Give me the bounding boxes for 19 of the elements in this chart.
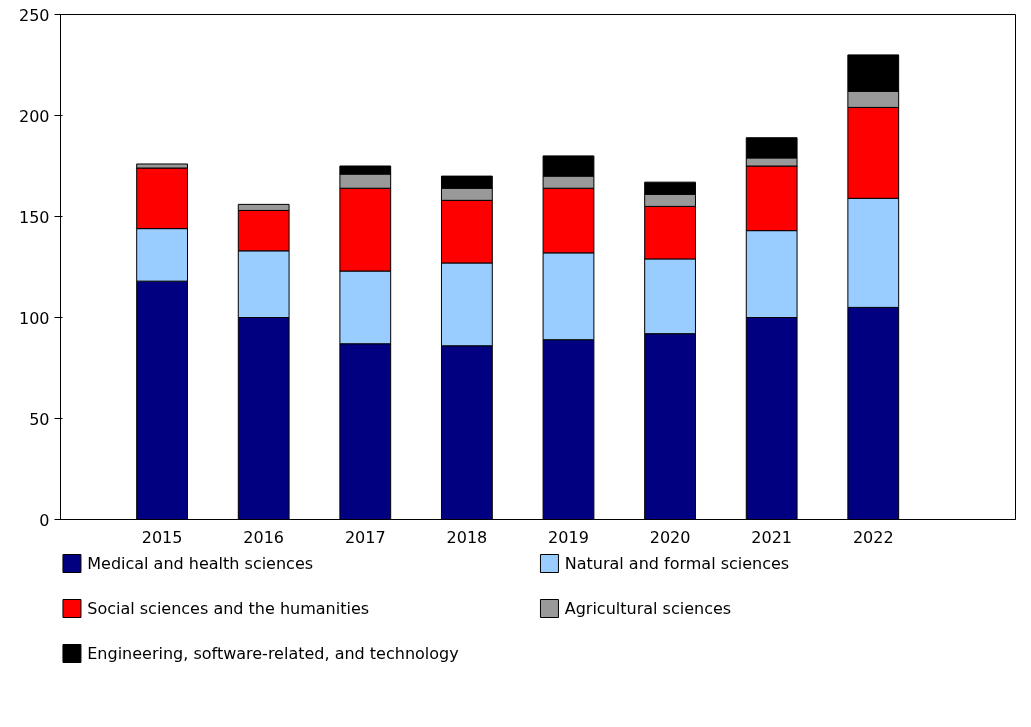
legend-label: Agricultural sciences <box>564 599 732 618</box>
y-tick-label: 200 <box>18 106 50 126</box>
x-tick-label: 2022 <box>852 527 894 547</box>
y-tick-label: 50 <box>29 409 50 429</box>
y-tick-label: 100 <box>18 308 50 328</box>
x-tick-label: 2021 <box>751 527 793 547</box>
legend-label: Engineering, software-related, and technology <box>87 644 459 663</box>
x-tick-label: 2018 <box>446 527 488 547</box>
y-tick-label: 250 <box>18 5 50 25</box>
x-tick-label: 2020 <box>649 527 691 547</box>
legend-label: Medical and health sciences <box>87 554 314 573</box>
legend-label: Natural and formal sciences <box>564 554 790 573</box>
y-tick-label: 150 <box>18 207 50 227</box>
x-tick-label: 2017 <box>344 527 386 547</box>
y-tick-label: 0 <box>39 510 50 530</box>
x-tick-label: 2016 <box>243 527 285 547</box>
legend-label: Social sciences and the humanities <box>87 599 370 618</box>
x-tick-label: 2019 <box>548 527 589 547</box>
x-tick-label: 2015 <box>141 527 183 547</box>
